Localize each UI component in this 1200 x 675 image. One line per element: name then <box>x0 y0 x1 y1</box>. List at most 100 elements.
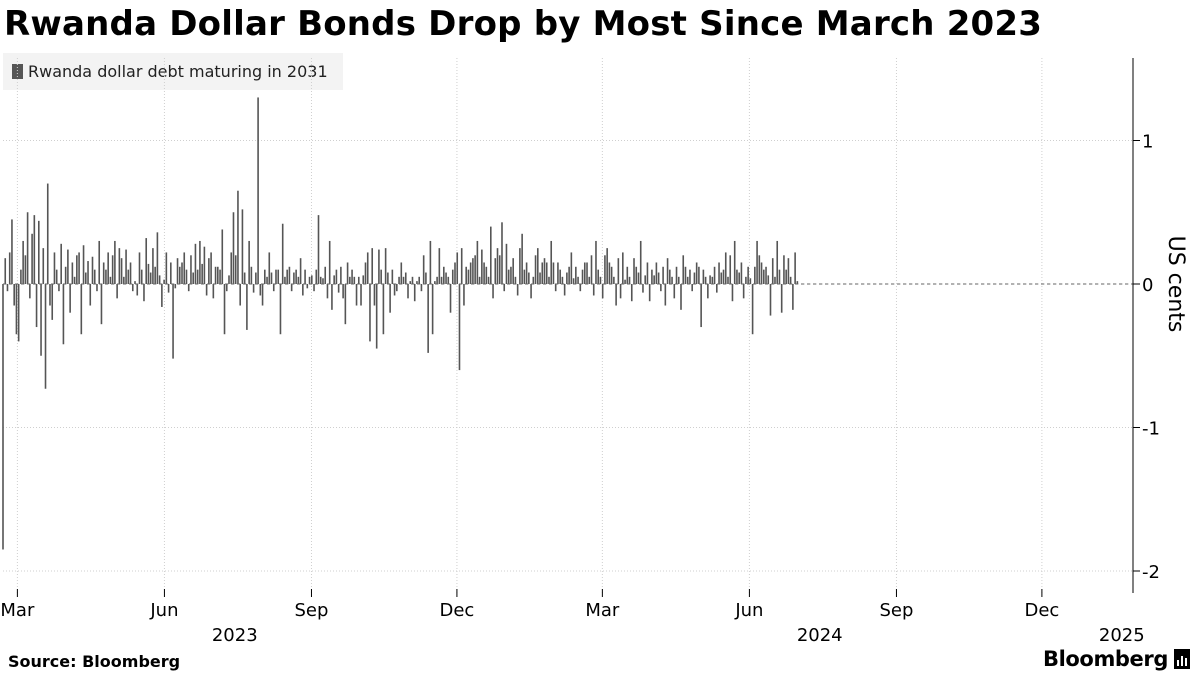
bar <box>293 272 295 284</box>
bar <box>682 255 685 284</box>
bar <box>270 272 273 284</box>
bar <box>302 284 304 296</box>
bar <box>756 240 758 284</box>
bar <box>357 276 360 284</box>
bar <box>729 255 732 284</box>
bar <box>11 219 13 284</box>
bar <box>474 255 476 284</box>
bar <box>29 284 31 299</box>
bar <box>378 249 380 284</box>
bar <box>492 284 494 299</box>
bar <box>496 248 499 285</box>
bar <box>673 284 676 299</box>
bar <box>237 190 239 284</box>
bar <box>709 275 711 284</box>
bar <box>512 258 514 284</box>
bar <box>570 252 573 284</box>
bar <box>264 269 266 284</box>
bar <box>724 252 727 284</box>
bar <box>58 284 60 292</box>
bar <box>181 262 183 284</box>
bar <box>64 266 67 284</box>
bar <box>754 266 756 284</box>
bar <box>118 248 121 285</box>
bar <box>24 255 27 284</box>
bar <box>304 269 306 284</box>
bar <box>559 269 561 284</box>
bar <box>17 284 20 342</box>
bar <box>622 252 624 284</box>
bar <box>35 284 38 328</box>
bar <box>192 272 194 284</box>
bar <box>375 284 378 349</box>
bar <box>762 269 765 284</box>
bar <box>284 276 286 284</box>
bar <box>413 284 416 302</box>
source-note: Source: Bloomberg <box>8 652 181 671</box>
bar <box>398 276 400 284</box>
bar <box>286 269 288 284</box>
bar <box>22 240 24 284</box>
bar <box>396 284 398 292</box>
bar <box>604 255 606 284</box>
bar <box>633 258 635 284</box>
bar <box>346 262 349 284</box>
bar <box>445 272 447 284</box>
bar <box>669 269 671 284</box>
bar <box>411 276 414 284</box>
x-year-label: 2023 <box>212 625 258 646</box>
bar <box>783 255 785 284</box>
bar <box>100 284 103 325</box>
bar <box>134 281 136 284</box>
bar <box>342 284 344 299</box>
bar <box>319 276 322 284</box>
bar <box>505 243 508 284</box>
bar <box>257 97 259 284</box>
bar <box>698 266 700 284</box>
bar <box>163 279 165 284</box>
bar <box>140 269 143 284</box>
bar <box>279 284 282 335</box>
bar <box>31 233 33 284</box>
bar <box>165 252 168 284</box>
bar <box>404 272 407 284</box>
x-tick-label: Dec <box>1024 600 1059 621</box>
bar <box>597 269 600 284</box>
bar <box>384 248 387 285</box>
bar <box>646 262 649 284</box>
bar <box>581 269 584 284</box>
bar <box>501 222 503 284</box>
bar <box>653 275 655 284</box>
bar <box>322 278 324 284</box>
bar <box>326 284 329 299</box>
bar <box>792 284 794 310</box>
bar <box>657 272 660 284</box>
y-axis-label: US cents <box>1163 236 1188 333</box>
bar <box>536 248 539 285</box>
bar <box>310 275 313 284</box>
x-tick-label: Sep <box>295 600 329 621</box>
bar <box>420 284 423 292</box>
bar <box>335 269 338 284</box>
bar <box>519 248 521 285</box>
bar <box>416 281 418 284</box>
bar <box>13 284 15 306</box>
bar <box>680 284 682 310</box>
bar <box>315 269 318 284</box>
x-tick-label: Jun <box>149 600 178 621</box>
x-tick-label: Dec <box>439 600 474 621</box>
bar <box>686 276 689 284</box>
bar <box>349 276 351 284</box>
bar <box>713 266 716 284</box>
bar <box>84 272 87 284</box>
bar <box>246 284 248 330</box>
legend-label: Rwanda dollar debt maturing in 2031 <box>28 62 328 81</box>
bar <box>586 262 588 284</box>
bar <box>613 276 615 284</box>
bar <box>212 284 215 299</box>
bar <box>402 276 405 284</box>
bar <box>642 284 644 293</box>
x-tick-label: Jun <box>734 600 763 621</box>
bar <box>716 284 718 293</box>
bar <box>158 275 161 284</box>
